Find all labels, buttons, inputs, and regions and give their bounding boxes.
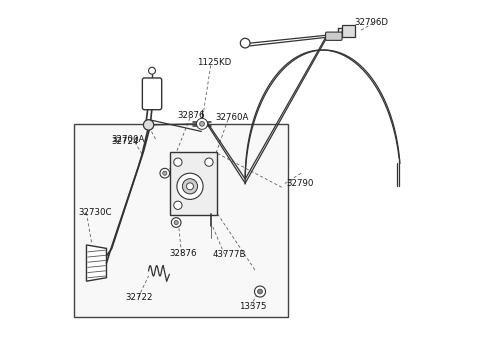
Text: 32790: 32790 <box>287 179 314 188</box>
Circle shape <box>171 218 181 227</box>
Text: 32876: 32876 <box>169 249 197 258</box>
Circle shape <box>200 121 204 126</box>
Polygon shape <box>86 245 107 281</box>
Bar <box>74 124 288 317</box>
FancyBboxPatch shape <box>325 32 342 40</box>
Text: 32730C: 32730C <box>79 208 112 217</box>
Text: 32724: 32724 <box>112 137 139 146</box>
Circle shape <box>174 201 182 209</box>
Circle shape <box>160 168 169 178</box>
Circle shape <box>196 118 207 129</box>
Text: 43777B: 43777B <box>212 250 246 259</box>
FancyBboxPatch shape <box>342 25 355 37</box>
Text: 13375: 13375 <box>239 302 266 310</box>
Text: 32722: 32722 <box>125 293 153 302</box>
Circle shape <box>205 158 213 166</box>
Text: 32876: 32876 <box>177 111 204 120</box>
Circle shape <box>177 173 203 199</box>
FancyBboxPatch shape <box>143 78 162 110</box>
Circle shape <box>240 38 250 48</box>
Circle shape <box>254 286 265 297</box>
FancyBboxPatch shape <box>169 152 217 215</box>
Circle shape <box>258 289 263 294</box>
Circle shape <box>144 120 154 130</box>
Circle shape <box>174 220 178 225</box>
Circle shape <box>163 171 167 175</box>
Circle shape <box>149 67 156 74</box>
Circle shape <box>182 179 198 194</box>
Text: 32700A: 32700A <box>112 135 145 144</box>
Text: 32796D: 32796D <box>355 18 389 27</box>
Text: 32760A: 32760A <box>216 114 249 122</box>
Circle shape <box>187 183 193 190</box>
Circle shape <box>174 158 182 166</box>
Text: 1125KD: 1125KD <box>197 58 231 67</box>
